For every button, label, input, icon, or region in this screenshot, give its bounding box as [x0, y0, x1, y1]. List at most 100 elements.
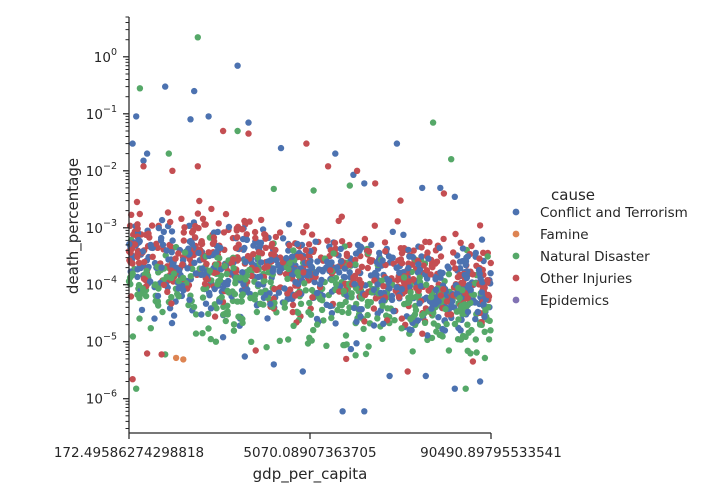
data-point: [181, 249, 189, 256]
data-point: [234, 298, 241, 305]
data-point: [397, 245, 404, 252]
data-point: [364, 298, 372, 306]
data-point: [440, 235, 447, 243]
data-point: [199, 294, 207, 301]
data-point: [244, 252, 252, 260]
data-point: [252, 234, 259, 242]
data-point: [364, 311, 371, 319]
data-point: [352, 250, 360, 257]
data-point: [294, 240, 301, 248]
data-point: [312, 238, 319, 245]
data-point: [303, 140, 310, 147]
data-point: [245, 130, 252, 137]
data-point: [129, 270, 136, 277]
data-point: [270, 361, 277, 368]
data-point: [390, 308, 397, 315]
data-point: [212, 338, 220, 345]
data-point: [374, 310, 381, 317]
data-point: [472, 336, 479, 343]
data-point: [220, 229, 228, 236]
data-point: [448, 156, 455, 163]
data-point: [425, 255, 432, 262]
data-point: [134, 273, 141, 281]
data-point: [206, 267, 213, 274]
data-point: [276, 337, 283, 344]
data-point: [407, 289, 414, 296]
data-point: [242, 276, 249, 283]
data-point: [467, 299, 474, 306]
data-point: [231, 290, 239, 298]
data-point: [319, 266, 326, 274]
data-point: [262, 235, 269, 242]
data-point: [479, 279, 486, 286]
data-point: [323, 342, 330, 349]
data-point: [196, 197, 203, 205]
data-point: [357, 313, 364, 320]
data-point: [139, 285, 146, 292]
data-point: [419, 184, 426, 192]
data-point: [424, 249, 431, 256]
data-point: [411, 311, 419, 318]
data-point: [353, 318, 360, 325]
data-point: [136, 315, 143, 322]
data-point: [302, 287, 309, 294]
data-point: [159, 308, 166, 316]
data-point: [432, 274, 439, 281]
data-point: [165, 256, 172, 263]
data-point: [187, 116, 194, 123]
data-point: [397, 256, 405, 263]
data-point: [400, 274, 408, 281]
data-point: [137, 264, 144, 272]
legend-marker: [512, 274, 520, 282]
data-point: [448, 298, 456, 305]
data-point: [151, 281, 158, 289]
data-point: [165, 150, 172, 157]
data-point: [481, 313, 488, 321]
data-point: [222, 210, 230, 218]
data-point: [332, 320, 339, 327]
data-point: [133, 385, 140, 392]
legend-label: Famine: [540, 227, 589, 243]
data-point: [397, 197, 404, 204]
data-point: [143, 350, 151, 357]
data-point: [360, 325, 367, 333]
data-point: [195, 249, 202, 257]
data-point: [297, 300, 305, 307]
data-point: [213, 261, 220, 268]
data-point: [370, 286, 378, 294]
data-point: [184, 265, 191, 272]
data-point: [149, 253, 156, 260]
data-point: [294, 280, 302, 287]
data-point: [445, 271, 453, 278]
data-point: [176, 267, 183, 274]
data-point: [172, 354, 180, 362]
data-point: [189, 265, 196, 273]
data-point: [208, 205, 215, 213]
data-point: [405, 294, 412, 301]
y-ticks: 100 10−1 10−2 10−3 10−4 10−5 10−6: [86, 16, 129, 429]
data-point: [389, 228, 396, 235]
data-point: [358, 280, 365, 287]
data-point: [224, 281, 231, 288]
data-point: [242, 258, 249, 266]
data-point: [365, 343, 372, 350]
data-point: [423, 281, 430, 288]
data-point: [239, 226, 246, 233]
data-point: [338, 301, 345, 309]
data-point: [286, 260, 293, 267]
data-point: [332, 150, 339, 157]
data-point: [201, 280, 209, 288]
data-point: [222, 310, 230, 317]
data-point: [192, 330, 200, 337]
data-point: [230, 327, 238, 334]
data-point: [485, 336, 493, 343]
data-point: [267, 278, 274, 286]
data-point: [139, 248, 146, 255]
data-point: [456, 307, 463, 314]
data-point: [254, 254, 262, 261]
data-point: [484, 253, 491, 260]
data-point: [487, 327, 494, 334]
data-point: [340, 287, 348, 295]
data-point: [264, 315, 271, 322]
data-point: [180, 356, 187, 363]
